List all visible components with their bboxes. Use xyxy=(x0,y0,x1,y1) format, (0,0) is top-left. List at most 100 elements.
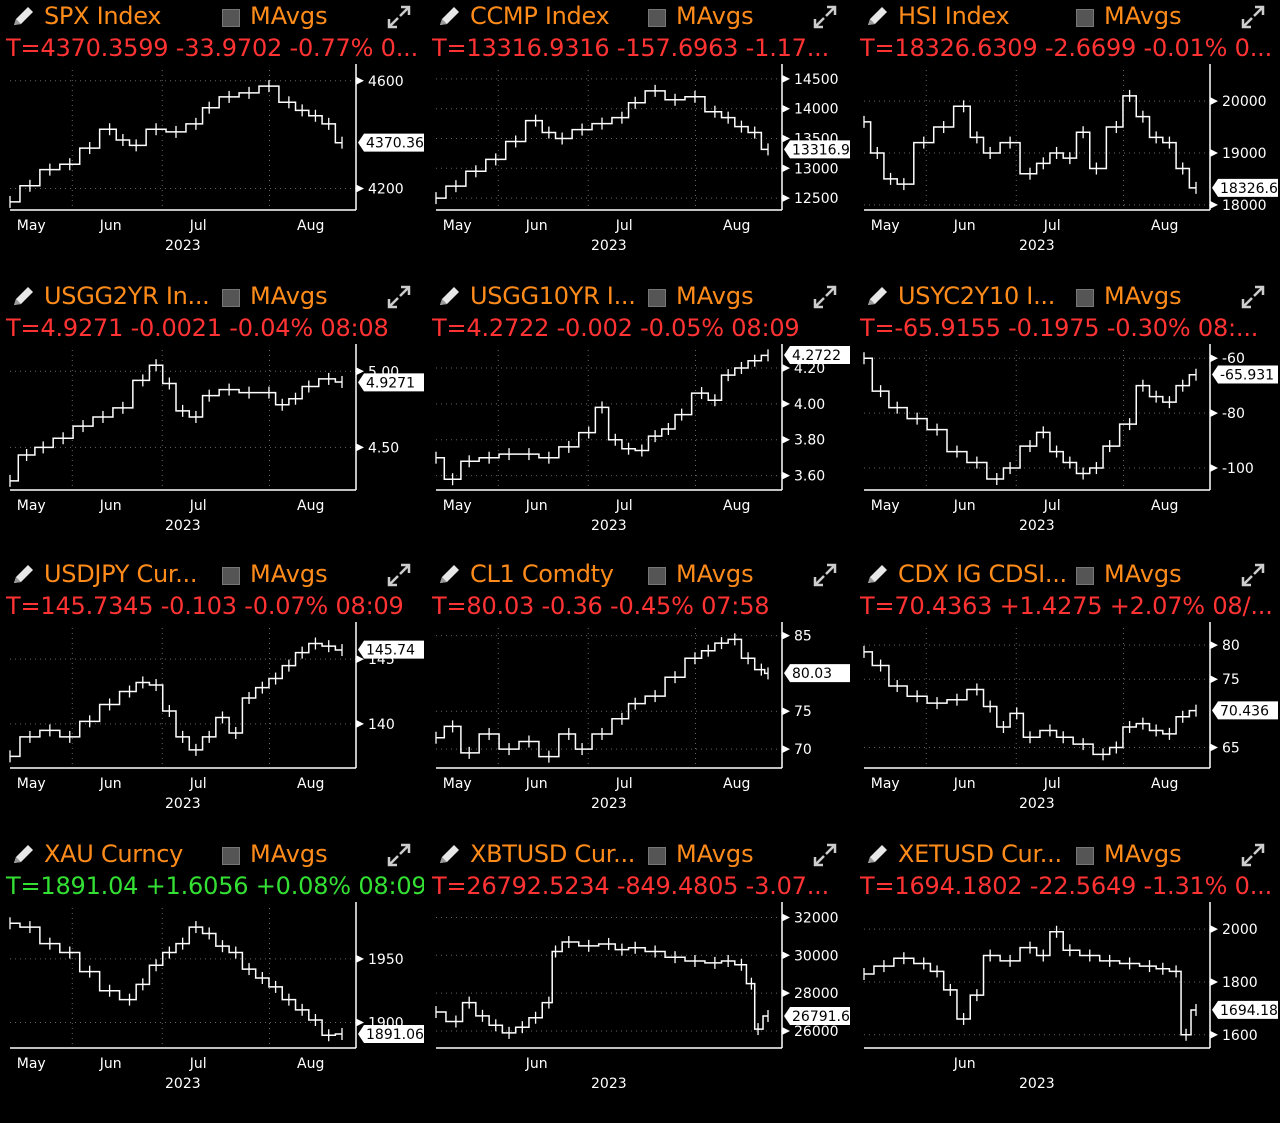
ticker-label[interactable]: XAU Curncy xyxy=(44,840,184,868)
pencil-icon[interactable] xyxy=(10,5,36,29)
chart-panel[interactable]: XAU Curncy MAvgs T=1891.04 +1.6056 +0.08… xyxy=(4,838,426,1114)
chart-panel[interactable]: XETUSD Cur... MAvgs T=1694.1802 -22.5649… xyxy=(858,838,1280,1114)
price-line xyxy=(436,90,768,199)
mavgs-label[interactable]: MAvgs xyxy=(1104,2,1182,30)
expand-icon[interactable] xyxy=(1240,4,1266,30)
ticker-label[interactable]: XETUSD Cur... xyxy=(898,840,1062,868)
chart-panel[interactable]: USGG10YR I... MAvgs T=4.2722 -0.002 -0.0… xyxy=(430,280,852,556)
y-tick-mark xyxy=(782,631,790,640)
ticker-label[interactable]: CCMP Index xyxy=(470,2,610,30)
mavgs-checkbox[interactable] xyxy=(1076,289,1094,307)
price-line xyxy=(436,354,768,480)
expand-icon[interactable] xyxy=(386,284,412,310)
chart-header: USYC2Y10 I... MAvgs xyxy=(858,280,1280,314)
pencil-icon[interactable] xyxy=(10,843,36,867)
chart-panel[interactable]: CCMP Index MAvgs T=13316.9316 -157.6963 … xyxy=(430,0,852,276)
chart-panel[interactable]: SPX Index MAvgs T=4370.3599 -33.9702 -0.… xyxy=(4,0,426,276)
quote-line: T=26792.5234 -849.4805 -3.07... xyxy=(432,872,830,900)
ticker-label[interactable]: CDX IG CDSI... xyxy=(898,560,1067,588)
mavgs-label[interactable]: MAvgs xyxy=(250,840,328,868)
mavgs-label[interactable]: MAvgs xyxy=(676,560,754,588)
expand-icon[interactable] xyxy=(1240,562,1266,588)
quote-line: T=4.9271 -0.0021 -0.04% 08:08 xyxy=(6,314,389,342)
x-tick-label: Jun xyxy=(953,498,976,514)
ticker-label[interactable]: USDJPY Cur... xyxy=(44,560,198,588)
mavgs-checkbox[interactable] xyxy=(222,847,240,865)
chart-panel[interactable]: HSI Index MAvgs T=18326.6309 -2.6699 -0.… xyxy=(858,0,1280,276)
expand-icon[interactable] xyxy=(386,842,412,868)
mavgs-label[interactable]: MAvgs xyxy=(250,560,328,588)
expand-icon[interactable] xyxy=(386,562,412,588)
pencil-icon[interactable] xyxy=(436,5,462,29)
y-tick-label: 75 xyxy=(1222,672,1240,688)
year-label: 2023 xyxy=(591,1076,627,1092)
expand-icon[interactable] xyxy=(1240,842,1266,868)
mavgs-checkbox[interactable] xyxy=(648,567,666,585)
last-price-tag xyxy=(358,133,424,152)
last-price-tag xyxy=(784,1006,850,1025)
mavgs-label[interactable]: MAvgs xyxy=(250,2,328,30)
chart-panel[interactable]: USDJPY Cur... MAvgs T=145.7345 -0.103 -0… xyxy=(4,558,426,834)
ticker-label[interactable]: USGG2YR In... xyxy=(44,282,210,310)
mavgs-label[interactable]: MAvgs xyxy=(676,840,754,868)
pencil-icon[interactable] xyxy=(436,285,462,309)
chart-panel[interactable]: CDX IG CDSI... MAvgs T=70.4363 +1.4275 +… xyxy=(858,558,1280,834)
x-tick-label: Jul xyxy=(615,498,633,514)
chart-panel[interactable]: CL1 Comdty MAvgs T=80.03 -0.36 -0.45% 07… xyxy=(430,558,852,834)
mavgs-checkbox[interactable] xyxy=(648,847,666,865)
pencil-icon[interactable] xyxy=(436,563,462,587)
chart-panel[interactable]: USGG2YR In... MAvgs T=4.9271 -0.0021 -0.… xyxy=(4,280,426,556)
mavgs-checkbox[interactable] xyxy=(222,9,240,27)
ticker-label[interactable]: HSI Index xyxy=(898,2,1010,30)
y-tick-mark xyxy=(356,655,364,664)
pencil-icon[interactable] xyxy=(864,5,890,29)
y-tick-mark xyxy=(782,745,790,754)
last-price-tag xyxy=(784,664,850,683)
pencil-icon[interactable] xyxy=(10,563,36,587)
x-tick-label: May xyxy=(17,498,46,514)
mavgs-label[interactable]: MAvgs xyxy=(676,2,754,30)
expand-icon[interactable] xyxy=(812,4,838,30)
mavgs-checkbox[interactable] xyxy=(222,567,240,585)
expand-icon[interactable] xyxy=(812,842,838,868)
chart-panel[interactable]: XBTUSD Cur... MAvgs T=26792.5234 -849.48… xyxy=(430,838,852,1114)
pencil-icon[interactable] xyxy=(864,843,890,867)
quote-line: T=4.2722 -0.002 -0.05% 08:09 xyxy=(432,314,800,342)
mavgs-checkbox[interactable] xyxy=(222,289,240,307)
pencil-icon[interactable] xyxy=(864,285,890,309)
y-tick-mark xyxy=(1210,354,1218,363)
x-tick-label: Jul xyxy=(189,1056,207,1072)
last-price-tag xyxy=(1212,701,1278,720)
x-tick-label: Jul xyxy=(615,776,633,792)
mavgs-label[interactable]: MAvgs xyxy=(1104,282,1182,310)
ticker-label[interactable]: USGG10YR I... xyxy=(470,282,636,310)
expand-icon[interactable] xyxy=(1240,284,1266,310)
mavgs-label[interactable]: MAvgs xyxy=(1104,840,1182,868)
pencil-icon[interactable] xyxy=(10,285,36,309)
pencil-icon[interactable] xyxy=(864,563,890,587)
x-tick-label: May xyxy=(443,218,472,234)
price-line xyxy=(864,357,1196,480)
mavgs-checkbox[interactable] xyxy=(1076,847,1094,865)
y-tick-label: 13000 xyxy=(794,161,839,177)
ticker-label[interactable]: CL1 Comdty xyxy=(470,560,614,588)
mavgs-checkbox[interactable] xyxy=(648,289,666,307)
y-tick-mark xyxy=(356,1018,364,1027)
mavgs-checkbox[interactable] xyxy=(1076,567,1094,585)
mavgs-label[interactable]: MAvgs xyxy=(1104,560,1182,588)
last-price-tag xyxy=(358,640,424,659)
y-tick-mark xyxy=(1210,743,1218,752)
ticker-label[interactable]: XBTUSD Cur... xyxy=(470,840,636,868)
expand-icon[interactable] xyxy=(812,284,838,310)
expand-icon[interactable] xyxy=(812,562,838,588)
ticker-label[interactable]: SPX Index xyxy=(44,2,162,30)
mavgs-checkbox[interactable] xyxy=(648,9,666,27)
pencil-icon[interactable] xyxy=(436,843,462,867)
mavgs-label[interactable]: MAvgs xyxy=(250,282,328,310)
chart-panel[interactable]: USYC2Y10 I... MAvgs T=-65.9155 -0.1975 -… xyxy=(858,280,1280,556)
expand-icon[interactable] xyxy=(386,4,412,30)
x-tick-label: Aug xyxy=(297,776,324,792)
mavgs-label[interactable]: MAvgs xyxy=(676,282,754,310)
mavgs-checkbox[interactable] xyxy=(1076,9,1094,27)
ticker-label[interactable]: USYC2Y10 I... xyxy=(898,282,1056,310)
